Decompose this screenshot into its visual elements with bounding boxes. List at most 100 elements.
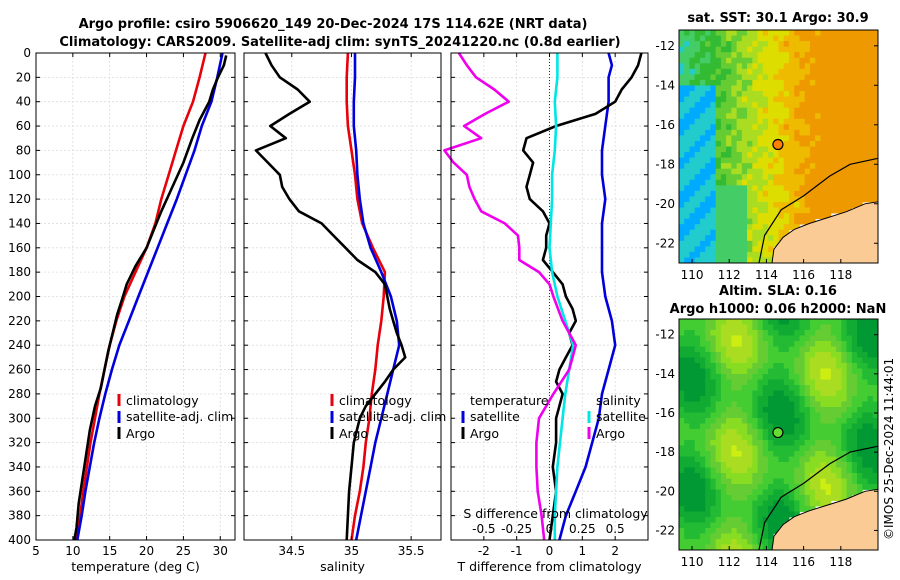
map-cell — [783, 163, 790, 170]
map-cell — [836, 396, 842, 402]
map-cell — [699, 57, 706, 64]
map-cell — [757, 489, 764, 496]
map-cell — [794, 324, 800, 331]
map-cell — [820, 324, 827, 331]
map-cell — [699, 418, 706, 424]
map-cell — [841, 346, 847, 353]
map-cell — [820, 445, 827, 452]
map-cell — [794, 185, 800, 192]
map-cell — [710, 390, 717, 397]
map-cell — [778, 445, 785, 452]
map-cell — [752, 396, 758, 402]
map-cell — [851, 140, 858, 147]
map-cell — [788, 102, 795, 109]
map-cell — [705, 423, 711, 430]
y-tick-label: 160 — [8, 241, 31, 255]
map-cell — [752, 74, 758, 81]
map-cell — [731, 418, 738, 424]
map-cell — [726, 102, 732, 109]
map-cell — [694, 74, 701, 81]
map-cell — [694, 174, 701, 181]
map-cell — [752, 251, 758, 258]
map-cell — [762, 423, 769, 430]
map-cell — [694, 324, 701, 331]
map-cell — [715, 429, 722, 435]
map-cell — [815, 113, 821, 120]
map-cell — [705, 500, 711, 507]
map-cell — [736, 379, 743, 386]
map-cell — [741, 368, 748, 375]
map-cell — [741, 330, 748, 336]
map-cell — [689, 467, 696, 474]
map-cell — [715, 201, 722, 208]
map-cell — [715, 379, 722, 386]
map-cell — [809, 335, 816, 342]
map-cell — [710, 146, 717, 153]
map-cell — [862, 418, 868, 424]
map-cell — [684, 52, 690, 59]
map-cell — [710, 213, 717, 220]
map-cell — [710, 429, 717, 435]
map-cell — [679, 484, 685, 490]
map-cell — [705, 113, 711, 120]
map-cell — [768, 240, 774, 247]
map-cell — [689, 129, 696, 136]
map-cell — [731, 352, 738, 358]
map-cell — [679, 363, 685, 369]
map-cell — [799, 330, 806, 336]
map-cell — [684, 135, 690, 142]
map-cell — [846, 85, 853, 92]
map-cell — [699, 385, 706, 391]
map-cell — [872, 168, 879, 175]
map-cell — [783, 429, 790, 435]
map-cell — [851, 407, 858, 413]
map-cell — [694, 240, 701, 247]
map-cell — [715, 63, 722, 70]
map-cell — [799, 495, 806, 501]
map-cell — [757, 129, 764, 136]
map-cell — [679, 168, 685, 175]
map-cell — [783, 196, 790, 203]
map-cell — [841, 357, 847, 364]
map-cell — [731, 506, 738, 512]
map-cell — [862, 352, 868, 358]
map-cell — [773, 401, 779, 408]
map-cell — [820, 129, 827, 136]
map-cell — [747, 396, 753, 402]
map-cell — [825, 319, 832, 325]
map-cell — [705, 341, 711, 347]
map-cell — [836, 52, 842, 59]
map-cell — [799, 484, 806, 490]
map-cell — [836, 462, 842, 468]
map-cell — [736, 330, 743, 336]
map-cell — [741, 35, 748, 42]
map-cell — [867, 412, 874, 419]
map-cell — [851, 429, 858, 435]
map-cell — [872, 396, 879, 402]
map-cell — [794, 74, 800, 81]
map-cell — [731, 229, 738, 236]
map-cell — [747, 407, 753, 413]
map-cell — [815, 456, 821, 463]
map-cell — [752, 445, 758, 452]
map-cell — [830, 467, 837, 474]
map-cell — [799, 506, 806, 512]
map-cell — [825, 196, 832, 203]
map-cell — [752, 467, 758, 474]
map-cell — [851, 357, 858, 364]
map-cell — [699, 434, 706, 441]
map-cell — [851, 146, 858, 153]
map-cell — [867, 185, 874, 192]
map-cell — [762, 30, 769, 36]
map-cell — [684, 451, 690, 457]
map-cell — [757, 528, 764, 534]
map-cell — [794, 190, 800, 197]
map-cell — [752, 506, 758, 512]
map-cell — [799, 429, 806, 435]
map-cell — [731, 489, 738, 496]
map-cell — [857, 484, 863, 490]
map-cell — [684, 522, 690, 529]
map-cell — [679, 190, 685, 197]
map-cell — [788, 52, 795, 59]
map-cell — [768, 418, 774, 424]
